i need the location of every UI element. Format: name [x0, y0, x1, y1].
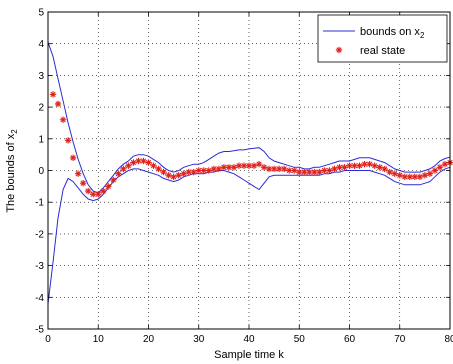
real-state-point — [436, 164, 444, 171]
real-state-point — [336, 164, 343, 171]
real-state-point — [110, 176, 117, 184]
y-tick-label: 2 — [38, 103, 44, 114]
real-state-point — [115, 170, 122, 177]
real-state-point — [190, 168, 197, 176]
axis-tick-labels: 0 10 20 30 40 50 60 70 80 -5 -4 -3 -2 -1 0 1 2 3 4 5 — [35, 8, 453, 346]
real-state-point — [170, 173, 177, 181]
legend-bounds-label: bounds on x2 — [360, 26, 425, 40]
axis-ticks — [47, 11, 451, 330]
real-state-point — [441, 160, 449, 168]
x-tick-label: 20 — [143, 334, 155, 345]
y-tick-label: 0 — [38, 166, 44, 177]
y-tick-label: -2 — [35, 229, 44, 240]
y-tick-label: -1 — [35, 198, 44, 209]
real-state-point — [376, 164, 383, 171]
x-tick-label: 70 — [394, 334, 406, 345]
real-state-point — [135, 157, 142, 165]
real-state-point — [260, 164, 268, 171]
real-state-point — [85, 187, 92, 195]
real-state-point — [421, 172, 429, 179]
real-state-point — [140, 157, 147, 165]
x-tick-label: 60 — [344, 334, 356, 345]
real-state-point — [291, 167, 298, 174]
y-tick-label: 4 — [38, 39, 44, 50]
real-state-point — [331, 165, 338, 173]
real-state-point — [371, 162, 378, 169]
real-state-point — [120, 165, 127, 173]
real-state-point — [100, 187, 107, 195]
upper-bound-line — [47, 41, 451, 194]
real-state-point — [346, 162, 353, 169]
real-state-point — [250, 162, 258, 169]
real-state-point — [155, 165, 162, 173]
real-state-point — [145, 159, 152, 166]
y-tick-label: 1 — [38, 134, 44, 145]
real-state-point — [416, 173, 424, 181]
real-state-point — [175, 172, 182, 179]
real-state-point — [431, 167, 439, 174]
real-state-point — [391, 170, 398, 177]
real-state-series — [49, 91, 453, 198]
legend-star-marker — [335, 46, 343, 54]
real-state-point — [356, 162, 363, 169]
real-state-point — [210, 165, 218, 173]
real-state-point — [381, 165, 388, 173]
y-tick-label: 5 — [38, 8, 44, 19]
real-state-point — [54, 100, 62, 108]
real-state-point — [230, 164, 238, 171]
real-state-point — [130, 159, 137, 166]
x-tick-label: 10 — [93, 334, 105, 345]
real-state-point — [74, 170, 82, 177]
legend: bounds on x2 real state — [317, 14, 448, 63]
real-state-point — [79, 179, 87, 187]
x-tick-label: 80 — [444, 334, 453, 345]
real-state-point — [205, 167, 212, 174]
x-tick-label: 40 — [243, 334, 255, 345]
real-state-point — [396, 172, 403, 179]
real-state-point — [64, 137, 72, 144]
real-state-point — [180, 170, 187, 177]
real-state-point — [160, 168, 167, 176]
real-state-point — [280, 165, 288, 173]
real-state-point — [69, 154, 77, 162]
real-state-point — [306, 168, 313, 176]
real-state-point — [200, 167, 207, 174]
y-tick-label: 3 — [38, 71, 44, 82]
real-state-point — [341, 164, 348, 171]
grid — [48, 12, 450, 329]
real-state-point — [95, 191, 102, 198]
real-state-point — [316, 168, 323, 176]
legend-box — [317, 14, 448, 63]
real-state-point — [150, 162, 157, 169]
legend-real-state-swatch — [335, 46, 343, 54]
real-state-point — [59, 116, 67, 123]
y-tick-label: -4 — [35, 293, 44, 304]
y-tick-label: -5 — [35, 325, 44, 336]
real-state-point — [49, 91, 57, 98]
real-state-point — [215, 165, 223, 173]
real-state-point — [255, 160, 263, 168]
x-tick-label: 0 — [45, 334, 51, 345]
real-state-point — [386, 168, 393, 176]
real-state-point — [326, 167, 333, 174]
x-tick-label: 50 — [294, 334, 306, 345]
real-state-point — [165, 172, 172, 179]
legend-real-state-label: real state — [360, 45, 405, 57]
real-state-point — [426, 170, 434, 177]
y-tick-label: -3 — [35, 261, 44, 272]
x-tick-label: 30 — [193, 334, 205, 345]
y-axis-label: The bounds of x2 — [5, 129, 19, 213]
real-state-point — [366, 160, 373, 168]
real-state-point — [105, 183, 112, 190]
x-axis-label: Sample time k — [214, 349, 284, 361]
real-state-point — [125, 162, 132, 169]
